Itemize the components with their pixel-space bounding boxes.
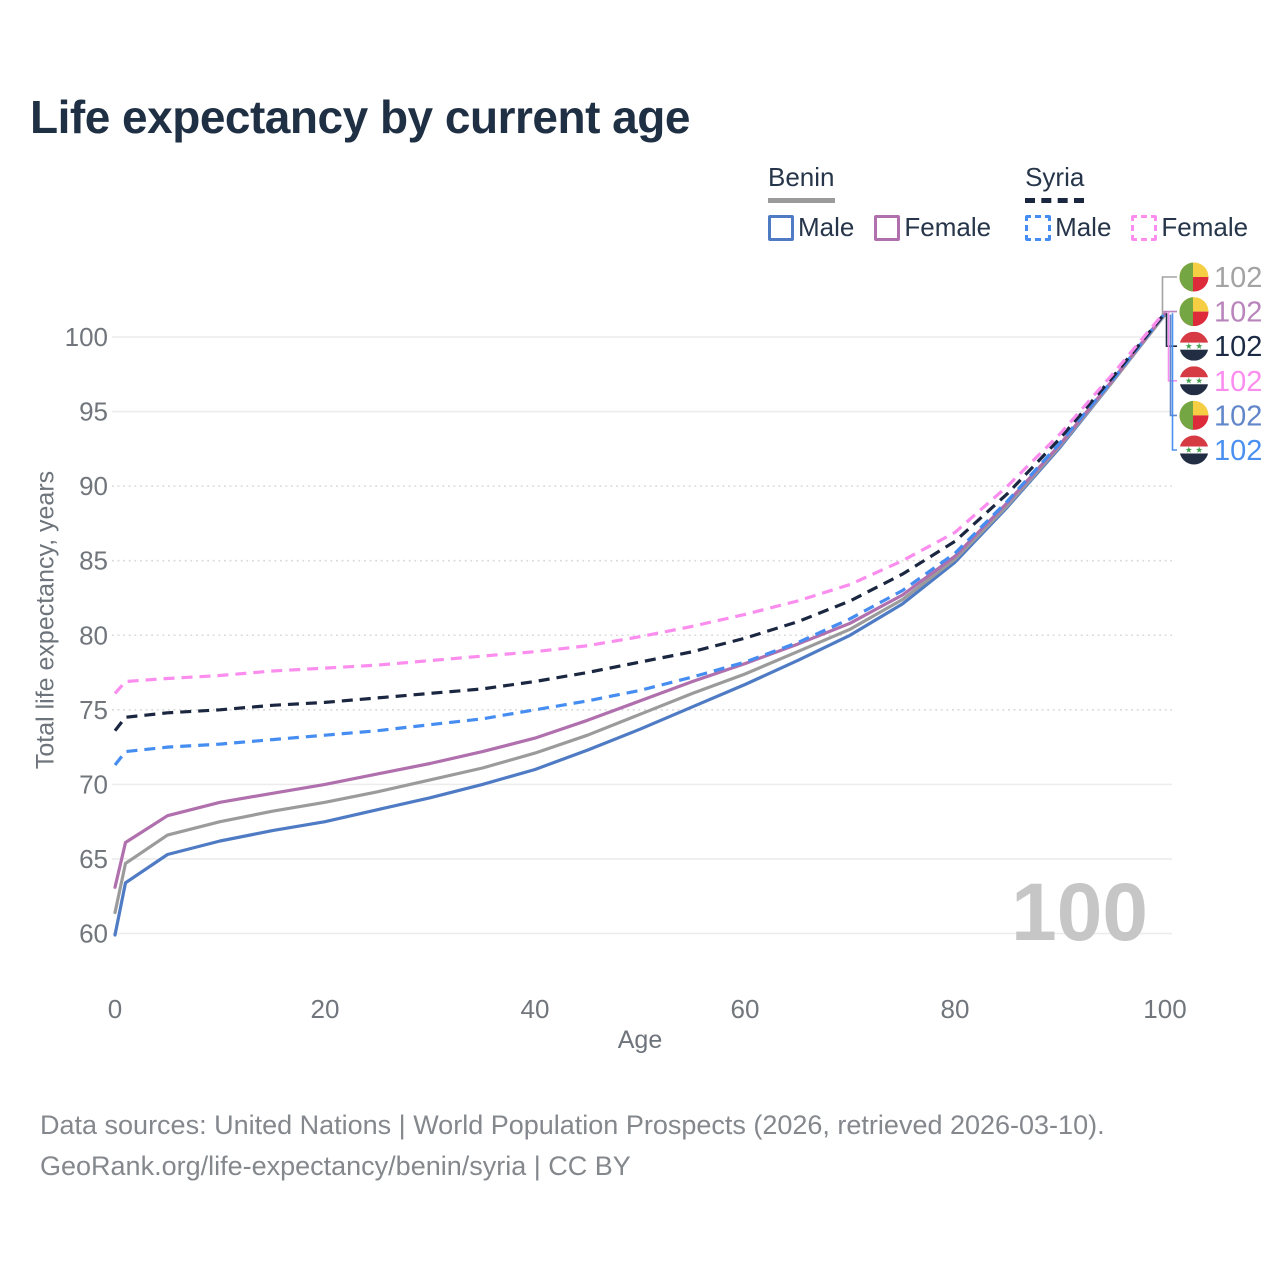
benin-flag-icon xyxy=(1179,262,1209,292)
legend-item-label: Male xyxy=(798,212,855,242)
series-line-benin-male xyxy=(113,313,1167,937)
x-tick-label: 60 xyxy=(731,994,760,1024)
series-line-syria-both-sexes xyxy=(113,312,1167,732)
y-tick-label: 70 xyxy=(79,769,108,799)
end-label-flag xyxy=(1179,262,1209,292)
x-tick-label: 80 xyxy=(941,994,970,1024)
leader-line xyxy=(1163,310,1177,314)
y-tick-label: 75 xyxy=(79,695,108,725)
page-title: Life expectancy by current age xyxy=(30,91,690,143)
y-tick-label: 65 xyxy=(79,844,108,874)
y-tick-label: 95 xyxy=(79,397,108,427)
end-value-label: 102 xyxy=(1214,331,1262,363)
y-tick-label: 100 xyxy=(65,322,108,352)
y-tick-label: 60 xyxy=(79,919,108,949)
benin-flag-icon xyxy=(1179,297,1209,327)
legend-item-benin-male[interactable]: Male xyxy=(768,212,854,243)
legend-item-label: Female xyxy=(1161,212,1249,242)
x-axis-title: Age xyxy=(617,1026,663,1054)
end-label-flag xyxy=(1179,331,1209,361)
syria-flag-icon xyxy=(1179,366,1209,396)
end-label-flag xyxy=(1179,297,1209,327)
benin-flag-icon xyxy=(1179,400,1209,430)
end-value-label: 102 xyxy=(1214,400,1262,432)
y-tick-label: 90 xyxy=(79,471,108,501)
gridlines: 60 65 70 75 80 85 90 95 100 xyxy=(65,322,1172,949)
legend-item-syria-male[interactable]: Male xyxy=(1025,212,1111,243)
legend-item-syria-female[interactable]: Female xyxy=(1131,212,1248,243)
y-tick-label: 85 xyxy=(79,546,108,576)
legend-item-label: Male xyxy=(1055,212,1112,242)
legend-item-label: Female xyxy=(904,212,992,242)
end-value-label: 102 xyxy=(1214,297,1262,329)
series-line-syria-male xyxy=(113,312,1167,766)
syria-flag-icon xyxy=(1179,331,1209,361)
y-axis-title: Total life expectancy, years xyxy=(31,470,60,770)
legend-swatch-benin-female[interactable] xyxy=(874,214,901,241)
x-tick-label: 100 xyxy=(1143,994,1186,1024)
legend-country-benin[interactable]: Benin xyxy=(768,162,835,203)
series-line-benin-female xyxy=(113,311,1167,889)
footer-data-sources: Data sources: United Nations | World Pop… xyxy=(40,1110,1105,1140)
legend-item-benin-female[interactable]: Female xyxy=(874,212,991,243)
legend-country-syria[interactable]: Syria xyxy=(1025,162,1085,203)
series-line-benin-both-sexes xyxy=(113,313,1167,915)
leader-line xyxy=(1161,276,1177,315)
footer-attribution: GeoRank.org/life-expectancy/benin/syria … xyxy=(40,1151,631,1181)
end-label-flag xyxy=(1179,366,1209,396)
end-label-flag xyxy=(1179,400,1209,430)
legend-swatch-syria-male[interactable] xyxy=(1025,214,1052,241)
legend-group-benin: Benin Male Female xyxy=(768,162,991,243)
current-age-watermark: 100 xyxy=(1011,867,1148,958)
syria-flag-icon xyxy=(1179,435,1209,465)
end-value-label: 102 xyxy=(1214,366,1262,398)
end-label-flag xyxy=(1179,435,1209,465)
leader-line xyxy=(1165,313,1177,347)
series-line-syria-female xyxy=(113,310,1167,695)
legend-swatch-syria-female[interactable] xyxy=(1131,214,1158,241)
x-tick-label: 20 xyxy=(311,994,340,1024)
x-tick-label: 0 xyxy=(108,994,122,1024)
legend-swatch-benin-male[interactable] xyxy=(768,214,794,241)
end-value-label: 102 xyxy=(1214,435,1262,467)
legend-group-syria: Syria Male Female xyxy=(1025,162,1248,243)
leader-line xyxy=(1169,314,1177,417)
end-value-label: 102 xyxy=(1214,262,1262,294)
legend: Benin Male Female Syria Male Female xyxy=(768,162,1248,243)
leader-line xyxy=(1171,313,1177,451)
footer: Data sources: United Nations | World Pop… xyxy=(40,1105,1105,1187)
y-tick-label: 80 xyxy=(79,620,108,650)
leader-line xyxy=(1167,311,1177,382)
x-tick-label: 40 xyxy=(521,994,550,1024)
